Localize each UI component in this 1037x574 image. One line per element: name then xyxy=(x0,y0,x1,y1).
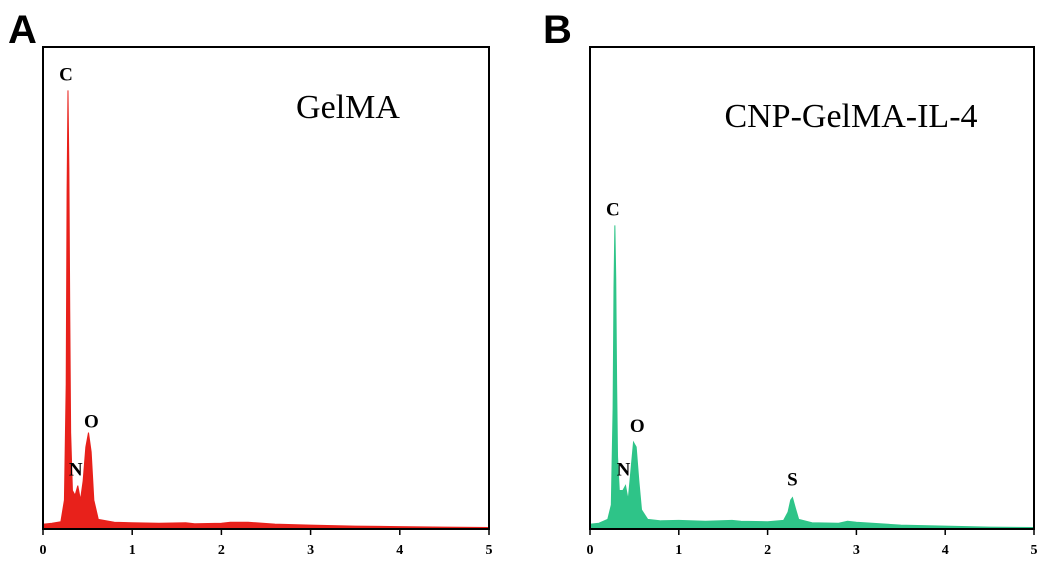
x-tick-label: 5 xyxy=(486,543,493,558)
x-tick-label: 2 xyxy=(764,543,771,558)
peak-label-o: O xyxy=(84,411,99,432)
x-tick-label: 2 xyxy=(218,543,225,558)
x-tick-label: 3 xyxy=(853,543,860,558)
x-tick-label: 1 xyxy=(129,543,136,558)
plot-frame xyxy=(42,46,490,530)
x-tick-label: 1 xyxy=(675,543,682,558)
peak-label-s: S xyxy=(787,469,798,490)
spectrum-area xyxy=(589,225,1035,530)
panel-a: 0 1 2 3 4 5 C N O GelMA A xyxy=(8,8,493,558)
peak-label-c: C xyxy=(59,64,73,85)
x-tick-label: 0 xyxy=(587,543,594,558)
panel-letter: A xyxy=(8,8,37,52)
peak-label-o: O xyxy=(630,416,645,437)
x-tick-label: 3 xyxy=(307,543,314,558)
panel-letter: B xyxy=(543,8,572,52)
x-tick-label: 4 xyxy=(942,543,949,558)
x-tick-label: 0 xyxy=(40,543,47,558)
spectrum-area xyxy=(42,90,490,530)
peak-label-c: C xyxy=(606,199,620,220)
plot-frame xyxy=(589,46,1035,530)
sample-name: GelMA xyxy=(296,89,400,126)
peak-label-n: N xyxy=(69,460,83,481)
peak-label-n: N xyxy=(617,460,631,481)
x-tick-label: 5 xyxy=(1031,543,1037,558)
panel-b: 0 1 2 3 4 5 C N O S CNP-GelMA-IL-4 B xyxy=(543,8,1037,558)
x-tick-label: 4 xyxy=(396,543,403,558)
sample-name: CNP-GelMA-IL-4 xyxy=(724,98,977,135)
